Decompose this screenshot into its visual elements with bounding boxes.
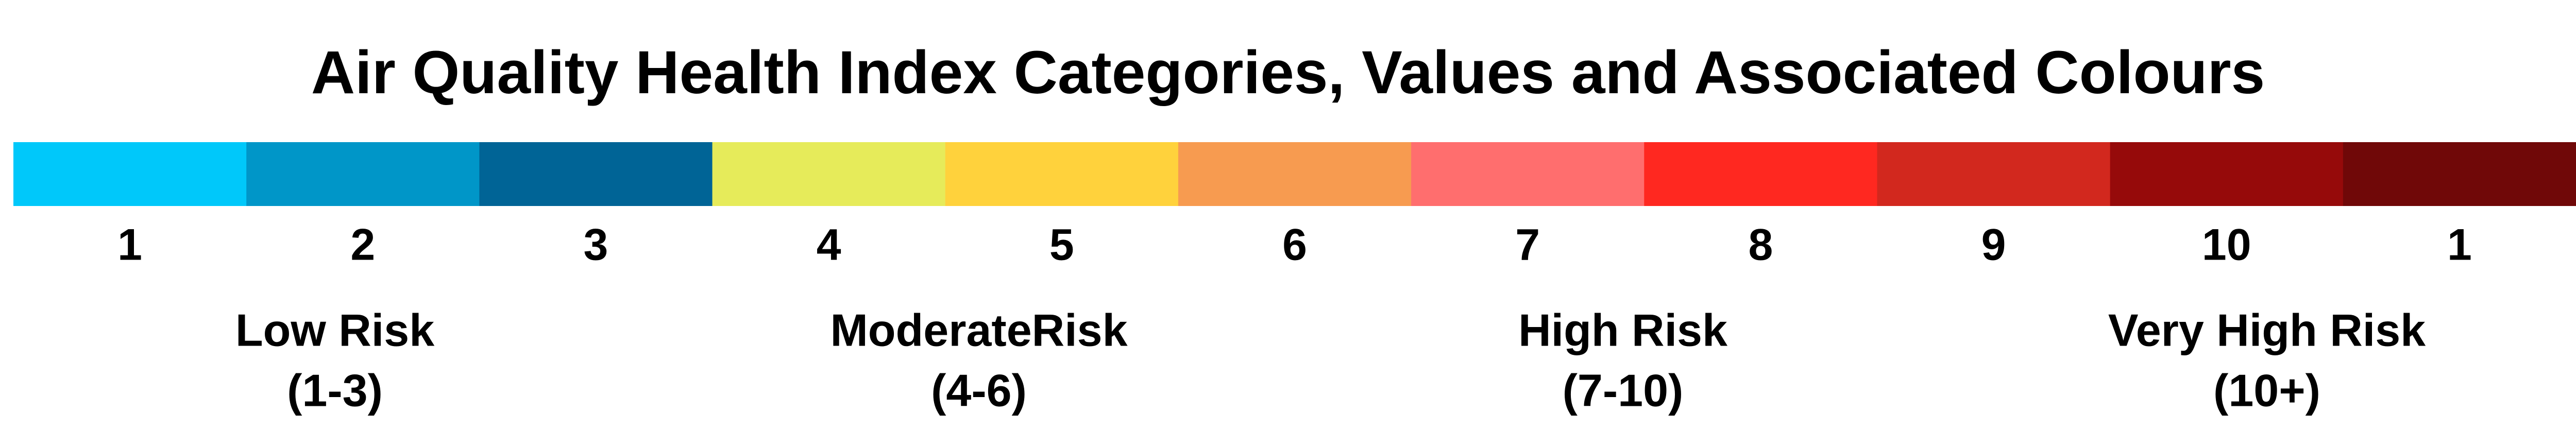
group-range: (7-10): [1563, 365, 1684, 416]
title: Air Quality Health Index Categories, Val…: [311, 39, 2265, 107]
group-name: ModerateRisk: [830, 304, 1128, 355]
segment-label: 1: [117, 220, 142, 270]
group-range: (1-3): [287, 365, 383, 416]
color-segment: [1178, 142, 1412, 206]
color-segment: [945, 142, 1179, 206]
group-name: High Risk: [1518, 304, 1728, 355]
color-segment: [246, 142, 480, 206]
color-segment: [1411, 142, 1645, 206]
segment-label: 10: [2202, 220, 2251, 270]
segment-label: 1: [2447, 220, 2472, 270]
segment-label: 4: [817, 220, 841, 270]
segment-label: 2: [350, 220, 375, 270]
color-segment: [479, 142, 713, 206]
group-range: (10+): [2213, 365, 2320, 416]
color-segment: [1877, 142, 2111, 206]
group-name: Low Risk: [235, 304, 435, 355]
segment-label: 6: [1282, 220, 1307, 270]
color-segment: [712, 142, 946, 206]
segment-label: 5: [1049, 220, 1074, 270]
group-range: (4-6): [931, 365, 1027, 416]
group-name: Very High Risk: [2108, 304, 2426, 355]
segment-label: 9: [1981, 220, 2006, 270]
segment-label: 7: [1515, 220, 1540, 270]
color-segment: [1644, 142, 1877, 206]
segment-label: 3: [584, 220, 608, 270]
segment-label: 8: [1748, 220, 1773, 270]
color-segment: [2110, 142, 2344, 206]
color-segment: [13, 142, 247, 206]
color-segment: [2343, 142, 2576, 206]
